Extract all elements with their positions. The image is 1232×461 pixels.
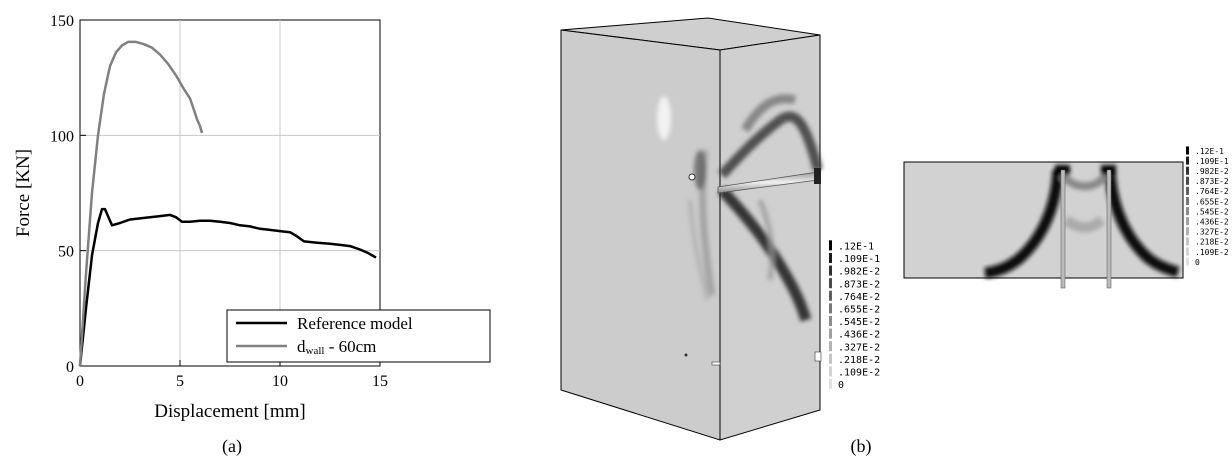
contour-legend-3d-value: .327E-2 [838,342,880,353]
contour-legend-section-value: .873E-2 [1195,177,1229,186]
contour-legend-3d-value: .873E-2 [838,279,880,290]
contour-legend-section-swatch [1186,196,1189,206]
contour-legend-3d-swatch [829,353,832,364]
legend-box [226,309,491,363]
lower-anchor-plate [814,351,822,362]
contour-legend-3d-value: .764E-2 [838,292,880,303]
x-tick-label: 15 [372,373,388,390]
x-tick-label: 5 [176,373,184,390]
contour-legend-section-value: .982E-2 [1195,167,1229,176]
grid [80,20,380,366]
contour-legend-3d-value: .545E-2 [838,317,880,328]
contour-legend-3d-swatch [829,366,832,377]
caption-a: (a) [222,436,242,457]
y-tick-label: 0 [66,359,74,376]
contour-legend-section-value: .436E-2 [1195,218,1229,227]
x-axis-label: Displacement [mm] [154,401,305,422]
y-tick-label: 100 [50,128,74,145]
contour-legend-section-value: .327E-2 [1195,228,1229,237]
contour-legend-section-swatch [1186,207,1189,216]
series-lines [78,40,377,367]
section-bar-left [1060,169,1066,289]
contour-legend-3d-value: .436E-2 [838,330,880,341]
contour-legend-section-swatch [1186,166,1189,175]
contour-legend-section-swatch [1186,247,1189,256]
legend-label-dwall-subscript: wall [306,345,325,357]
legend-label-dwall: dwall - 60cm [297,337,376,357]
contour-legend-section-value: .545E-2 [1195,207,1229,216]
series-line-dwall [78,40,204,367]
fe-wall-3d-view [560,17,823,441]
caption-b: (b) [851,436,872,457]
contour-legend-section-swatch [1186,156,1189,165]
contour-legend-3d-swatch [829,378,832,390]
contour-legend-section-value: .12E-1 [1195,147,1224,156]
anchor-hole [688,173,696,181]
contour-legend-3d-value: .109E-1 [838,254,880,265]
damage-contours-3d [657,94,823,322]
contour-legend-section-swatch [1186,257,1189,266]
contour-legend-section: .12E-1.109E-1.982E-2.873E-2.764E-2.655E-… [1186,146,1229,267]
fe-section-view [903,161,1184,289]
contour-legend-section-swatch [1186,146,1189,155]
contour-legend-3d-swatch [829,328,832,339]
contour-legend-section-value: .109E-1 [1195,157,1229,166]
plot-area [79,19,381,367]
contour-legend-section-value: 0 [1195,258,1200,267]
lower-anchor-stub [711,361,721,366]
contour-legend-3d-swatch [829,240,832,251]
legend: Reference model dwall - 60cm [226,309,491,363]
contour-legend-3d-swatch [829,265,832,276]
legend-label-reference: Reference model [297,314,413,333]
anchor-plate [814,168,821,184]
contour-legend-3d-swatch [829,252,832,264]
contour-legend-section-value: .655E-2 [1195,197,1229,206]
contour-legend-3d-value: .109E-2 [838,368,880,379]
contour-legend-3d-value: .12E-1 [838,242,874,253]
contour-legend-section-swatch [1186,176,1189,185]
y-tick-label: 150 [50,13,74,30]
contour-legend-3d-swatch [829,278,832,289]
series-line-reference [78,207,377,367]
legend-label-dwall-main: d [297,337,306,356]
contour-legend-section-swatch [1186,186,1189,195]
contour-legend-section-value: .218E-2 [1195,238,1229,247]
contour-legend-section-swatch [1186,237,1189,246]
x-tick-label: 0 [76,373,84,390]
contour-legend-3d-value: .655E-2 [838,305,880,316]
contour-legend-3d-swatch [829,303,832,314]
contour-legend-section-value: .764E-2 [1195,187,1229,196]
contour-legend-3d-swatch [829,341,832,352]
contour-legend-3d-swatch [829,315,832,327]
contour-legend-section-swatch [1186,217,1189,226]
legend-label-dwall-suffix: - 60cm [324,337,376,356]
contour-legend-section-swatch [1186,227,1189,236]
contour-legend-section-value: .109E-2 [1195,248,1229,257]
mesh-node [684,353,688,357]
section-bar-right [1106,169,1112,289]
contour-legend-3d: .12E-1.109E-1 .982E-2.873E-2 .764E-2 .655E-… [829,240,880,391]
contour-legend-3d-value: .982E-2 [838,267,880,278]
y-tick-label: 50 [58,244,74,261]
contour-legend-3d-value: .218E-2 [838,355,880,366]
contour-legend-3d-value: 0 [838,380,844,391]
contour-legend-3d-swatch [829,290,832,301]
x-tick-label: 10 [272,373,288,390]
y-axis-label: Force [KN] [13,149,34,237]
